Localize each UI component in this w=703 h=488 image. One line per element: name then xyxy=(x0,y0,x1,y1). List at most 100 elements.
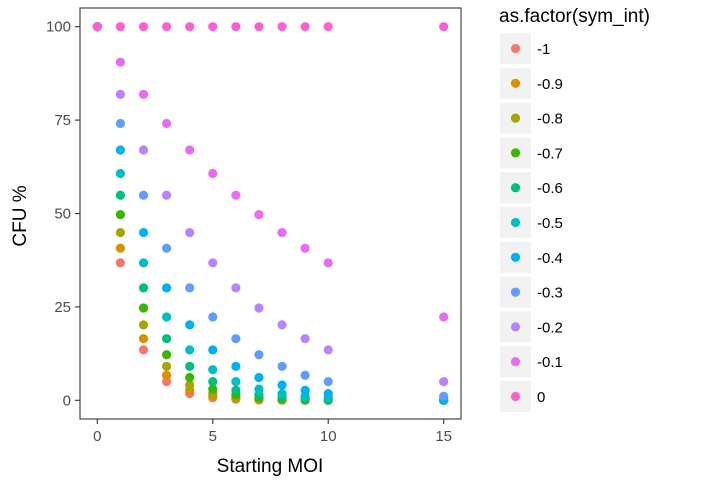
data-point xyxy=(138,345,149,355)
legend-key xyxy=(510,183,521,193)
legend-label: -0.7 xyxy=(537,145,563,162)
data-point xyxy=(323,22,333,32)
legend-label: -0.8 xyxy=(537,111,563,128)
x-tick-label: 5 xyxy=(209,428,217,445)
data-point xyxy=(161,118,172,129)
y-tick-label: 75 xyxy=(54,112,71,129)
data-point xyxy=(300,385,310,395)
data-point xyxy=(323,345,333,355)
data-point xyxy=(161,350,172,360)
data-point xyxy=(231,190,241,200)
data-point xyxy=(277,388,287,399)
data-point xyxy=(138,227,149,238)
data-point xyxy=(208,168,218,179)
data-point xyxy=(208,258,218,268)
data-point xyxy=(254,210,264,220)
legend-key xyxy=(510,252,521,262)
legend-key xyxy=(510,322,521,332)
y-tick-label: 25 xyxy=(54,299,71,316)
data-point xyxy=(138,303,149,313)
x-tick-label: 0 xyxy=(93,428,101,445)
data-point xyxy=(161,22,172,32)
data-point xyxy=(323,258,333,268)
data-point xyxy=(161,190,172,200)
data-point xyxy=(185,320,195,330)
data-point xyxy=(231,283,241,293)
data-point xyxy=(92,22,102,32)
data-point xyxy=(185,380,195,390)
data-point xyxy=(161,283,172,293)
data-point xyxy=(161,370,172,380)
data-point xyxy=(161,377,172,387)
data-point xyxy=(254,350,264,360)
x-axis-title: Starting MOI xyxy=(217,456,324,477)
data-point xyxy=(115,243,126,253)
data-point xyxy=(300,334,310,344)
data-point xyxy=(138,320,149,330)
data-point xyxy=(138,283,149,293)
y-axis-title: CFU % xyxy=(10,185,31,246)
y-tick-label: 50 xyxy=(54,206,71,223)
data-point xyxy=(115,118,126,129)
data-point xyxy=(115,145,126,155)
data-point xyxy=(231,385,241,395)
data-point xyxy=(115,89,126,99)
legend-label: -0.6 xyxy=(537,180,563,197)
data-point xyxy=(208,345,218,355)
data-point xyxy=(138,89,149,99)
legend-label: 0 xyxy=(537,389,545,406)
data-point xyxy=(254,372,264,383)
data-point xyxy=(231,377,241,387)
data-point xyxy=(185,283,195,293)
data-point xyxy=(231,334,241,344)
data-point xyxy=(161,334,172,344)
legend-key xyxy=(510,78,521,88)
data-point xyxy=(300,370,310,380)
data-point xyxy=(161,312,172,322)
data-point xyxy=(161,361,172,371)
data-point xyxy=(185,227,195,238)
data-point xyxy=(185,345,195,355)
data-point xyxy=(439,377,449,387)
data-point xyxy=(208,377,218,387)
data-point xyxy=(254,22,264,32)
plot-panel xyxy=(79,7,462,420)
data-point xyxy=(439,22,449,32)
x-tick-label: 10 xyxy=(320,428,337,445)
data-point xyxy=(231,22,241,32)
data-point xyxy=(115,168,126,179)
data-point xyxy=(208,312,218,322)
data-point xyxy=(115,57,126,67)
legend-label: -0.9 xyxy=(537,76,563,93)
legend-key xyxy=(510,43,521,54)
data-point xyxy=(138,190,149,200)
data-point xyxy=(185,22,195,32)
x-tick-label: 15 xyxy=(435,428,452,445)
y-tick-label: 0 xyxy=(63,392,71,409)
data-point xyxy=(208,384,218,394)
data-point xyxy=(277,227,287,238)
data-point xyxy=(115,190,126,200)
legend-label: -0.1 xyxy=(537,354,563,371)
data-point xyxy=(115,22,126,32)
data-point xyxy=(115,227,126,238)
legend-key xyxy=(510,391,521,402)
data-point xyxy=(185,372,195,383)
data-point xyxy=(185,361,195,371)
legend-label: -1 xyxy=(537,41,550,58)
data-point xyxy=(138,145,149,155)
data-point xyxy=(439,312,449,322)
data-point xyxy=(254,303,264,313)
legend-label: -0.4 xyxy=(537,250,563,267)
legend-label: -0.2 xyxy=(537,319,563,336)
legend-key xyxy=(510,113,521,123)
data-point xyxy=(323,388,333,399)
legend-title: as.factor(sym_int) xyxy=(499,6,650,27)
data-point xyxy=(277,22,287,32)
data-point xyxy=(439,391,449,401)
data-point xyxy=(138,22,149,32)
legend-label: -0.5 xyxy=(537,215,563,232)
y-tick-label: 100 xyxy=(46,19,71,36)
data-point xyxy=(300,22,310,32)
